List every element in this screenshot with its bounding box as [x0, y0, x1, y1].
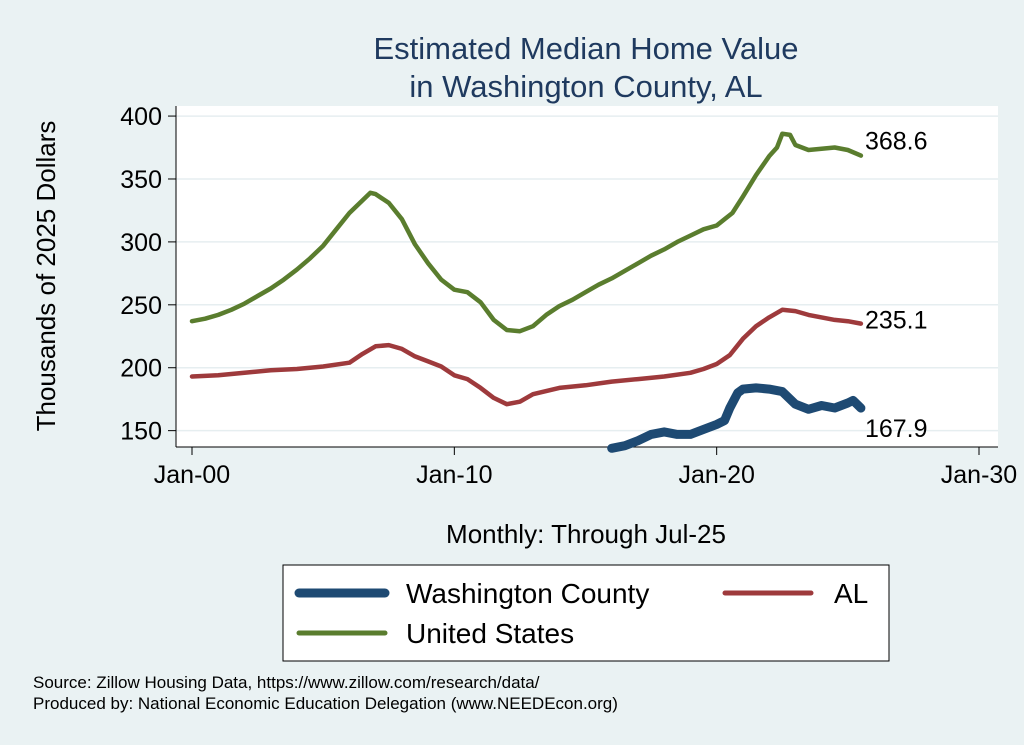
series-lines — [189, 131, 866, 453]
chart-title-line-1: Estimated Median Home Value — [373, 31, 798, 66]
legend: Washington County AL United States — [282, 564, 890, 662]
x-tick-label-Jan-30: Jan-30 — [941, 461, 1017, 489]
x-tick-label-Jan-00: Jan-00 — [154, 461, 230, 489]
end-labels: 368.6 235.1 167.9 — [865, 128, 928, 444]
chart-title-line-2: in Washington County, AL — [409, 69, 762, 104]
y-axis-title: Thousands of 2025 Dollars — [31, 121, 61, 432]
legend-label-united-states: United States — [406, 618, 574, 649]
series-line-united-states — [189, 131, 864, 334]
legend-label-al: AL — [834, 578, 868, 609]
series-line-al — [189, 307, 864, 407]
end-label-united-states: 368.6 — [865, 128, 928, 156]
legend-label-washington-county: Washington County — [406, 578, 649, 609]
y-ticks: 150 200 250 300 350 400 — [120, 103, 176, 446]
end-label-al: 235.1 — [865, 307, 928, 335]
y-tick-label-400: 400 — [120, 103, 162, 131]
series-line-washington-county — [607, 383, 866, 453]
y-tick-label-250: 250 — [120, 292, 162, 320]
plot-area — [176, 106, 998, 447]
y-tick-label-150: 150 — [120, 418, 162, 446]
producer-note: Produced by: National Economic Education… — [33, 694, 618, 713]
axes — [175, 106, 998, 448]
x-tick-label-Jan-20: Jan-20 — [678, 461, 754, 489]
source-note: Source: Zillow Housing Data, https://www… — [33, 673, 540, 692]
legend-box — [282, 564, 890, 662]
x-axis-title: Monthly: Through Jul-25 — [446, 519, 726, 549]
end-label-washington-county: 167.9 — [865, 415, 928, 443]
y-tick-label-200: 200 — [120, 355, 162, 383]
y-tick-label-300: 300 — [120, 229, 162, 257]
x-ticks: Jan-00 Jan-10 Jan-20 Jan-30 — [154, 447, 1017, 489]
x-tick-label-Jan-10: Jan-10 — [416, 461, 492, 489]
y-tick-label-350: 350 — [120, 166, 162, 194]
